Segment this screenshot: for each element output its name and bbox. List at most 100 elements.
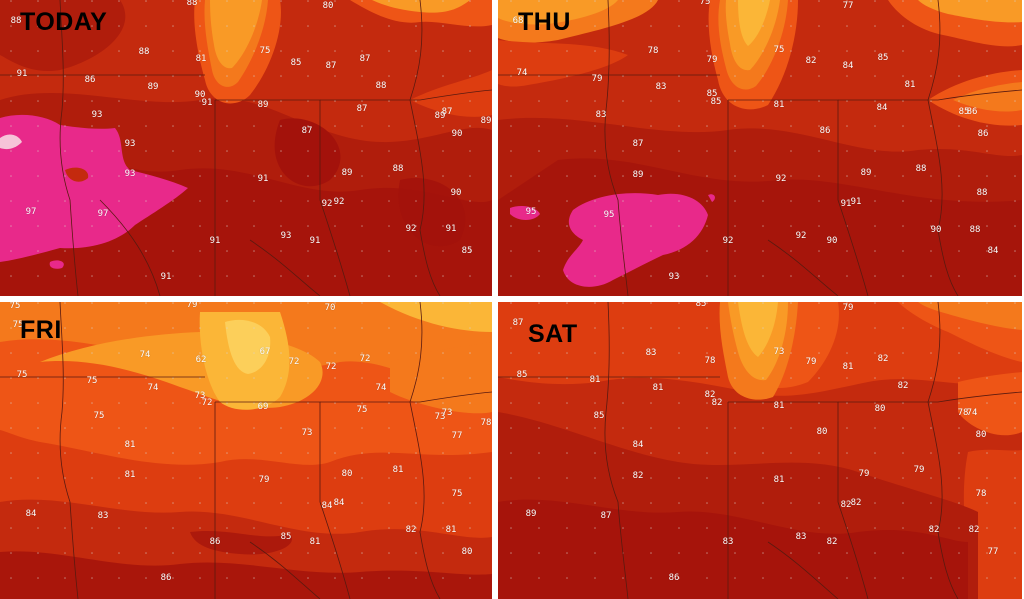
temperature-label: 83: [645, 348, 657, 358]
temperature-label: 88: [915, 164, 927, 174]
temperature-label: 87: [325, 61, 337, 71]
panel-title-fri: FRI: [20, 316, 62, 344]
temperature-label: 73: [773, 347, 785, 357]
temperature-label: 80: [341, 469, 353, 479]
temperature-label: 92: [722, 236, 734, 246]
temperature-label: 88: [186, 0, 198, 8]
map-panel-today: TODAY 88 88 80 91 88 86 89 81 75 85 87 87 88 90 91 89 87…: [0, 0, 492, 296]
temperature-map-fri: [0, 302, 492, 599]
temperature-label: 75: [16, 370, 28, 380]
temperature-label: 80: [322, 1, 334, 11]
temperature-label: 86: [209, 537, 221, 547]
temperature-label: 82: [850, 498, 862, 508]
temperature-label: 81: [773, 475, 785, 485]
temperature-label: 87: [301, 126, 313, 136]
temperature-label: 73: [434, 412, 446, 422]
temperature-label: 85: [280, 532, 292, 542]
temperature-label: 89: [632, 170, 644, 180]
temperature-label: 72: [325, 362, 337, 372]
temperature-label: 82: [711, 398, 723, 408]
temperature-label: 74: [375, 383, 387, 393]
temperature-label: 72: [288, 357, 300, 367]
temperature-label: 75: [9, 302, 21, 311]
temperature-label: 91: [309, 236, 321, 246]
temperature-label: 97: [97, 209, 109, 219]
temperature-label: 88: [392, 164, 404, 174]
temperature-label: 74: [966, 408, 978, 418]
temperature-label: 86: [160, 573, 172, 583]
temperature-label: 81: [904, 80, 916, 90]
temperature-label: 77: [987, 547, 999, 557]
temperature-label: 95: [525, 207, 537, 217]
temperature-label: 80: [461, 547, 473, 557]
temperature-label: 86: [819, 126, 831, 136]
temperature-label: 78: [975, 489, 987, 499]
temperature-label: 87: [632, 139, 644, 149]
temperature-label: 81: [124, 440, 136, 450]
map-panel-fri: FRI 75 79 70 75 74 62 67 72 72 72 75 75 74 73 72 74 75 69…: [0, 302, 492, 599]
temperature-label: 75: [259, 46, 271, 56]
temperature-label: 81: [445, 525, 457, 535]
temperature-label: 82: [805, 56, 817, 66]
temperature-label: 91: [160, 272, 172, 282]
temperature-label: 75: [773, 45, 785, 55]
temperature-label: 79: [186, 302, 198, 310]
temperature-label: 93: [280, 231, 292, 241]
temperature-label: 79: [591, 74, 603, 84]
temperature-label: 77: [451, 431, 463, 441]
temperature-label: 75: [12, 320, 24, 330]
temperature-label: 86: [977, 129, 989, 139]
temperature-label: 85: [516, 370, 528, 380]
temperature-label: 79: [258, 475, 270, 485]
temperature-label: 84: [321, 501, 333, 511]
temperature-label: 74: [139, 350, 151, 360]
temperature-label: 75: [93, 411, 105, 421]
temperature-label: 79: [842, 303, 854, 313]
temperature-label: 67: [259, 347, 271, 357]
temperature-label: 83: [795, 532, 807, 542]
temperature-label: 79: [858, 469, 870, 479]
temperature-label: 81: [309, 537, 321, 547]
temperature-label: 82: [877, 354, 889, 364]
temperature-label: 78: [480, 418, 492, 428]
temperature-label: 85: [706, 89, 718, 99]
temperature-label: 81: [392, 465, 404, 475]
temperature-label: 89: [480, 116, 492, 126]
temperature-label: 88: [976, 188, 988, 198]
temperature-label: 78: [957, 408, 969, 418]
temperature-map-sat: [498, 302, 1022, 599]
temperature-label: 84: [25, 509, 37, 519]
temperature-label: 81: [773, 401, 785, 411]
temperature-label: 80: [874, 404, 886, 414]
temperature-label: 86: [966, 107, 978, 117]
temperature-label: 91: [850, 197, 862, 207]
temperature-label: 89: [257, 100, 269, 110]
temperature-label: 75: [699, 0, 711, 7]
temperature-label: 81: [773, 100, 785, 110]
temperature-label: 91: [16, 69, 28, 79]
temperature-label: 86: [84, 75, 96, 85]
temperature-label: 84: [632, 440, 644, 450]
temperature-label: 78: [704, 356, 716, 366]
temperature-label: 75: [356, 405, 368, 415]
temperature-label: 85: [461, 246, 473, 256]
temperature-label: 73: [194, 391, 206, 401]
temperature-label: 93: [124, 139, 136, 149]
panel-title-today: TODAY: [20, 8, 108, 36]
temperature-label: 82: [704, 390, 716, 400]
temperature-label: 85: [695, 302, 707, 309]
temperature-label: 90: [826, 236, 838, 246]
temperature-label: 79: [805, 357, 817, 367]
temperature-label: 84: [333, 498, 345, 508]
temperature-label: 90: [930, 225, 942, 235]
temperature-label: 84: [842, 61, 854, 71]
temperature-label: 81: [589, 375, 601, 385]
temperature-label: 78: [647, 46, 659, 56]
temperature-label: 90: [451, 129, 463, 139]
temperature-label: 89: [341, 168, 353, 178]
temperature-label: 73: [301, 428, 313, 438]
temperature-label: 92: [333, 197, 345, 207]
temperature-label: 74: [516, 68, 528, 78]
temperature-label: 97: [25, 207, 37, 217]
temperature-label: 77: [842, 1, 854, 11]
